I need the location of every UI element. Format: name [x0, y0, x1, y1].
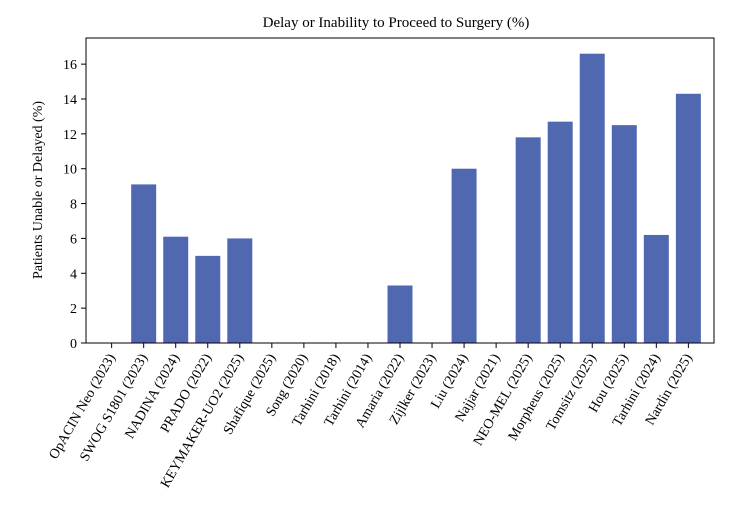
bar	[515, 137, 541, 343]
y-tick-label: 6	[70, 232, 77, 247]
bar	[451, 168, 477, 343]
bar	[611, 125, 637, 343]
bar	[195, 255, 221, 343]
y-tick-label: 16	[63, 58, 77, 73]
bar	[579, 53, 605, 343]
y-tick-label: 2	[70, 302, 77, 317]
y-tick-label: 12	[63, 128, 77, 143]
bar	[643, 234, 669, 343]
bar	[227, 238, 253, 343]
y-axis-label: Patients Unable or Delayed (%)	[31, 101, 46, 279]
bars-layer	[131, 53, 701, 344]
bar	[163, 236, 189, 343]
y-tick-label: 8	[70, 198, 77, 213]
y-tick-label: 10	[63, 163, 77, 178]
y-tick-label: 0	[70, 337, 77, 352]
bar	[131, 184, 157, 343]
y-tick-label: 4	[70, 267, 77, 282]
bar	[387, 285, 413, 343]
bar	[675, 93, 701, 344]
bar	[547, 121, 573, 343]
chart-title: Delay or Inability to Proceed to Surgery…	[263, 15, 530, 31]
y-tick-label: 14	[63, 93, 77, 108]
